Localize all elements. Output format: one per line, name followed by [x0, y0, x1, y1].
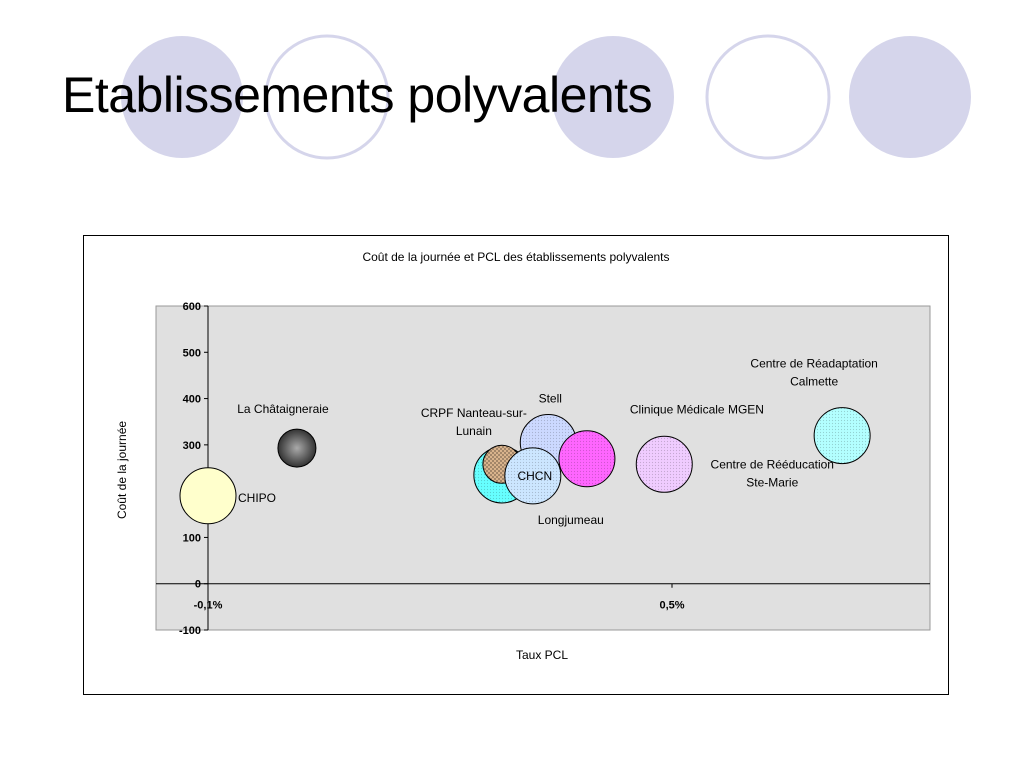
chart-title: Coût de la journée et PCL des établissem… [362, 250, 669, 264]
point-label: Stell [539, 392, 562, 406]
bubble-texture [504, 447, 561, 504]
decor-circle-filled [121, 36, 243, 158]
point-label: CHCN [517, 469, 552, 483]
y-tick-label: 0 [195, 579, 201, 591]
point-label: Centre de Rééducation Ste-Marie [711, 457, 834, 489]
x-axis-label: Taux PCL [516, 648, 568, 662]
y-tick-label: 300 [183, 440, 201, 452]
point-label: CRPF Nanteau-sur-Lunain [421, 406, 527, 438]
decor-circle-filled [552, 36, 674, 158]
point-labels: CHIPO La Châtaigneraie CRPF Nanteau-sur-Lu… [237, 357, 878, 527]
point-label: La Châtaigneraie [237, 402, 329, 416]
slide-title: Etablissements polyvalents [62, 67, 653, 123]
decor-circle-outline [264, 34, 390, 160]
y-tick-label: 400 [183, 394, 201, 406]
bubble-texture [558, 430, 615, 487]
y-tick-label: -100 [179, 625, 201, 637]
bubble-point [277, 428, 317, 468]
decor-circle-filled [849, 36, 971, 158]
x-tick-label: -0,1% [194, 600, 223, 612]
y-tick-label: 600 [183, 301, 201, 313]
point-label: Centre de Réadaptation Calmette [750, 357, 877, 389]
bubble-chart: Coût de la journée et PCL des établissem… [115, 250, 931, 662]
chart-frame: Coût de la journée et PCL des établissem… [83, 235, 949, 695]
bubble-texture [814, 407, 871, 464]
point-label: Clinique Médicale MGEN [630, 403, 764, 417]
x-tick-label: 0,5% [659, 600, 684, 612]
decor-circle-outline [705, 34, 831, 160]
point-label: CHIPO [238, 491, 276, 505]
y-tick-label: 100 [183, 532, 201, 544]
y-tick-label: 500 [183, 347, 201, 359]
y-axis-label: Coût de la journée [115, 421, 129, 519]
bubble-point [179, 467, 237, 525]
point-label: Longjumeau [538, 513, 604, 527]
bubbles [179, 407, 871, 525]
bubble-texture [636, 436, 693, 493]
decorative-circles [121, 34, 971, 160]
